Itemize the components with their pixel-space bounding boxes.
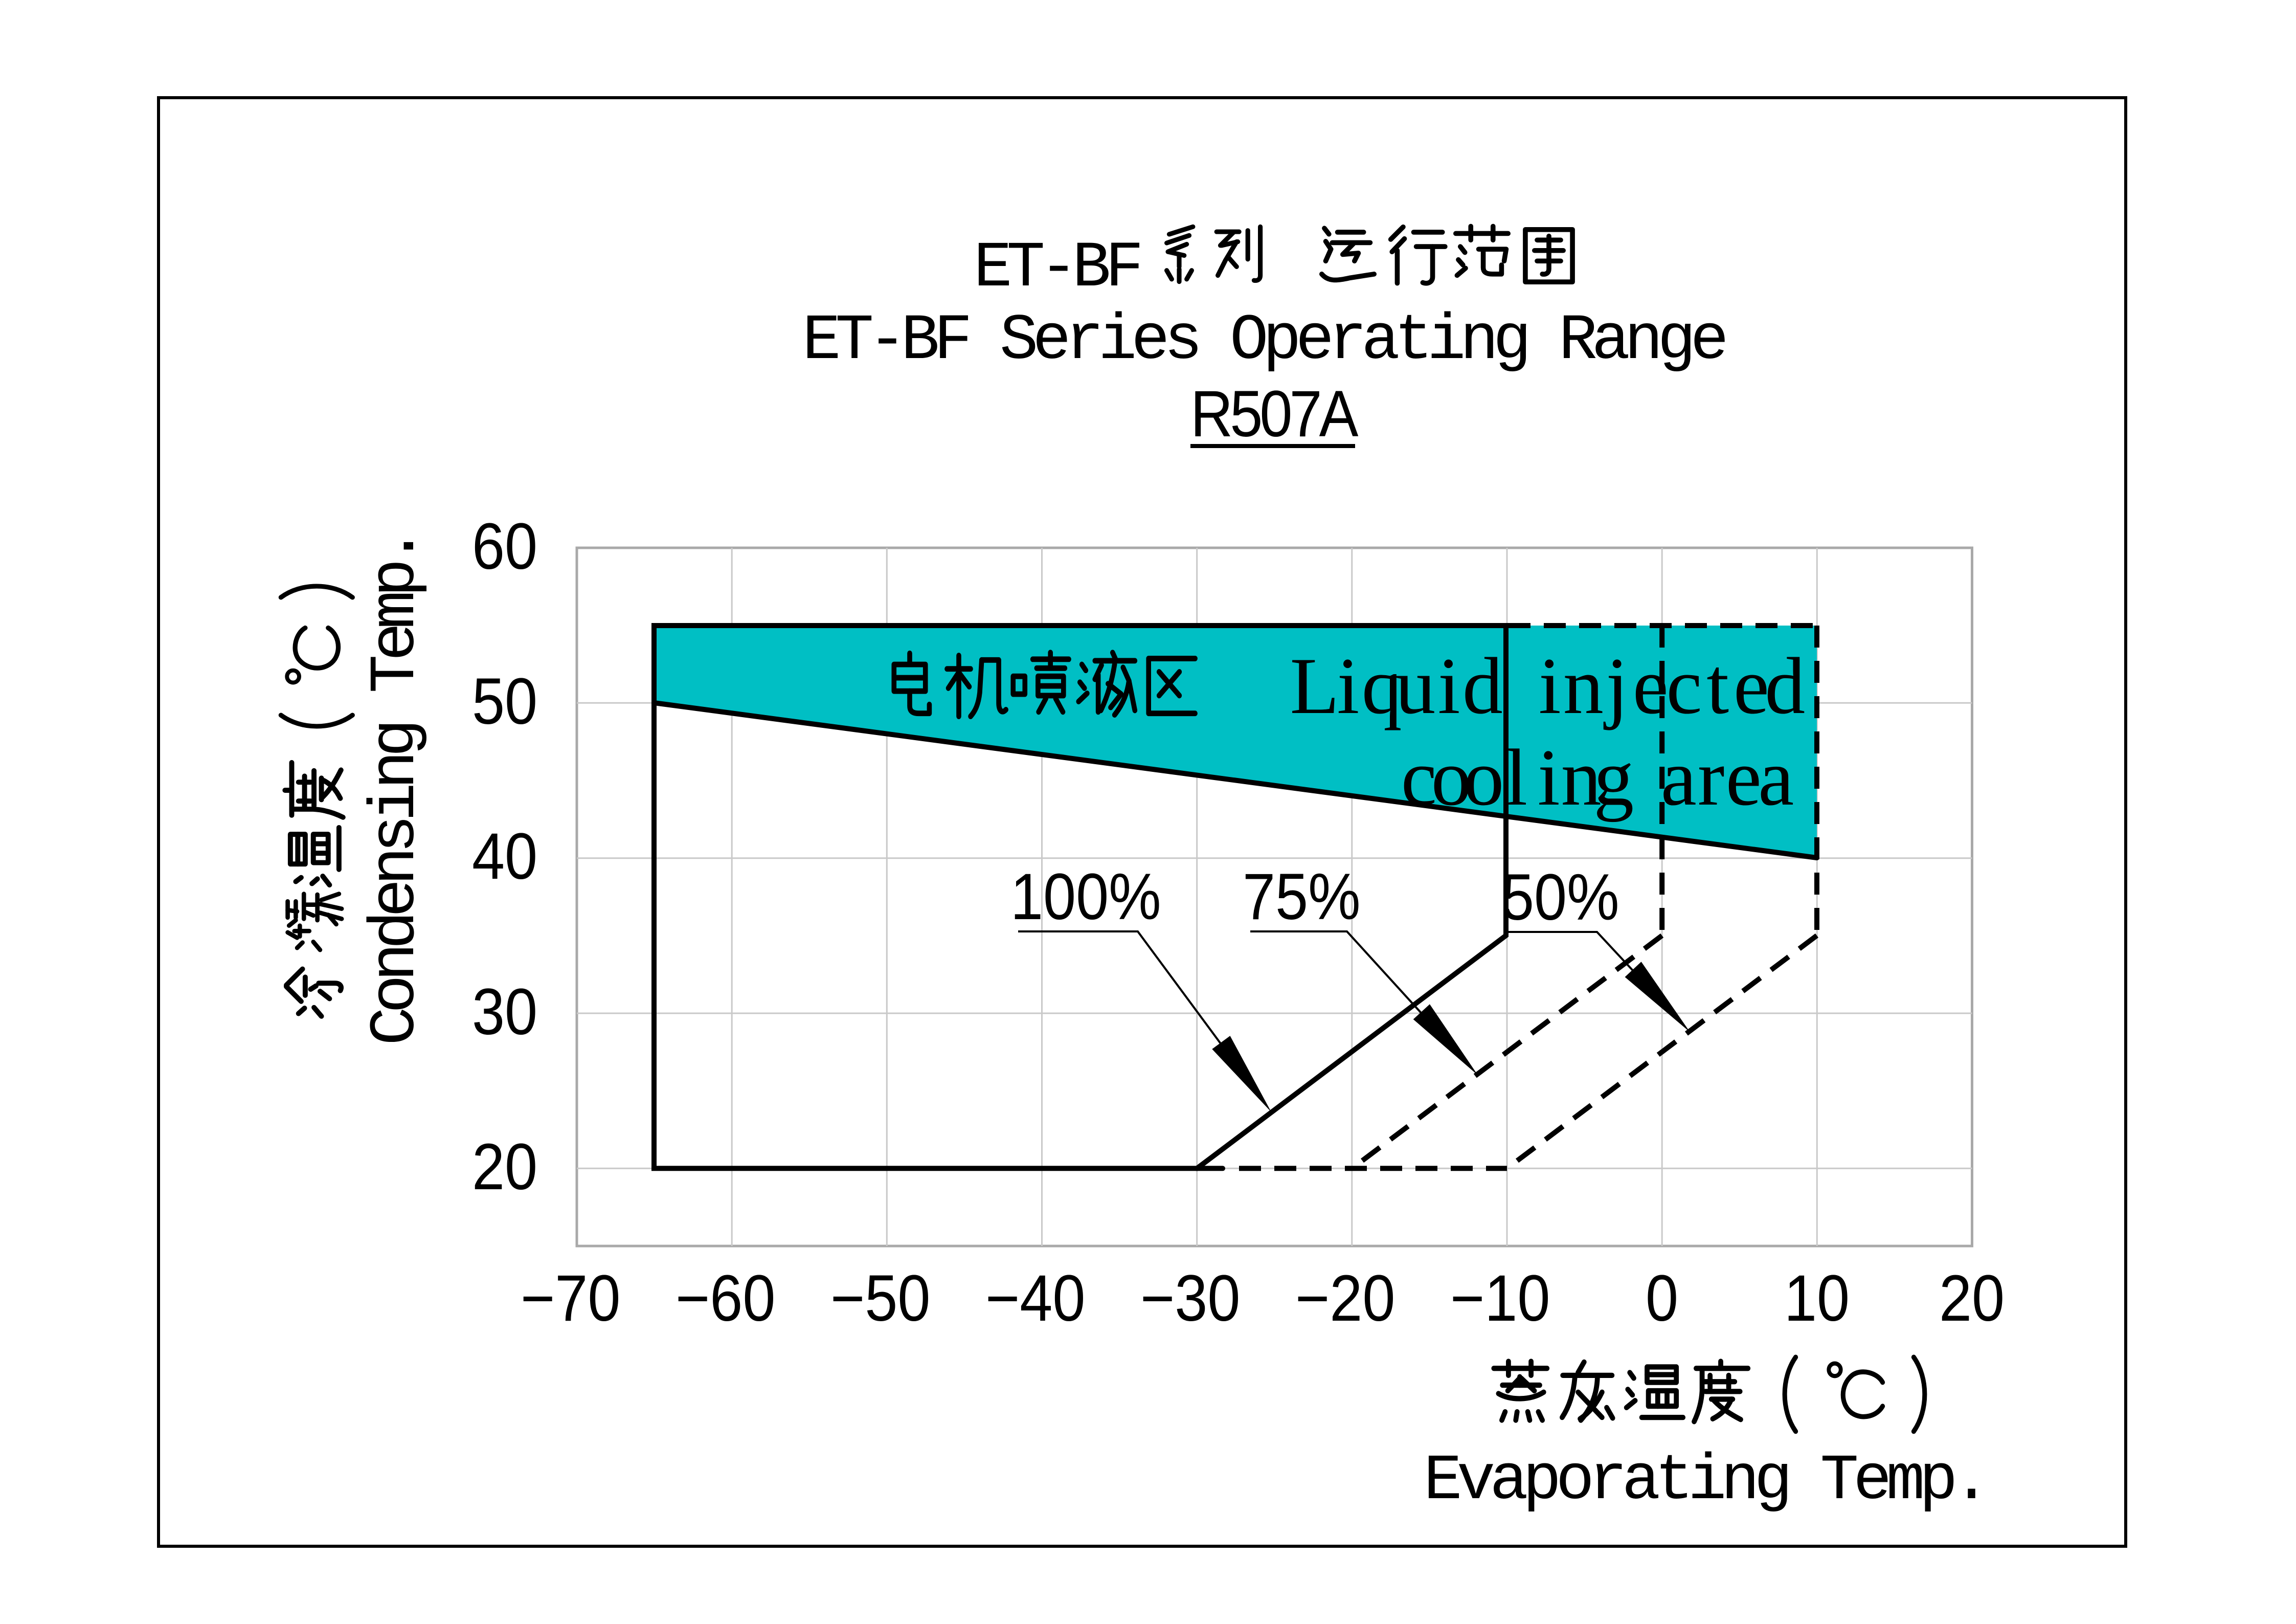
svg-text:−60: −60 [676,1261,775,1334]
svg-text:i: i [1438,641,1460,731]
svg-text:u: u [1395,641,1435,731]
svg-text:g: g [1593,733,1634,822]
svg-text:−10: −10 [1450,1261,1550,1334]
svg-text:−50: −50 [830,1261,930,1334]
svg-text:−30: −30 [1140,1261,1240,1334]
svg-text:d: d [1462,641,1503,731]
svg-text:R507A: R507A [1190,377,1358,450]
svg-text:Evaporating Temp.: Evaporating Temp. [1424,1444,1985,1518]
svg-text:n: n [1563,641,1604,731]
svg-text:d: d [1765,641,1805,731]
svg-text:i: i [1337,641,1360,731]
svg-text:e: e [1726,733,1762,822]
svg-text:0: 0 [1646,1261,1678,1334]
svg-text:l: l [1505,733,1527,822]
svg-text:−40: −40 [985,1261,1085,1334]
svg-text:a: a [1758,733,1794,822]
svg-text:n: n [1561,733,1602,822]
svg-text:c: c [1401,733,1437,822]
svg-text:r: r [1698,733,1725,822]
svg-text:o: o [1464,733,1504,822]
svg-text:30: 30 [472,975,537,1048]
svg-text:60: 60 [472,509,537,583]
svg-text:50%: 50% [1501,860,1619,933]
svg-text:q: q [1362,641,1402,731]
svg-text:50: 50 [472,664,537,738]
svg-text:75%: 75% [1243,860,1361,933]
svg-text:j: j [1603,641,1628,731]
svg-text:t: t [1706,641,1729,731]
svg-text:o: o [1431,733,1472,822]
svg-text:Condensing Temp.: Condensing Temp. [359,533,433,1045]
svg-text:e: e [1633,641,1669,731]
svg-text:20: 20 [472,1130,537,1203]
svg-text:100%: 100% [1010,860,1161,933]
svg-text:L: L [1290,641,1340,731]
svg-text:−20: −20 [1295,1261,1395,1334]
svg-text:a: a [1661,733,1697,822]
svg-text:c: c [1666,641,1702,731]
svg-text:ET-BF Series Operating Range: ET-BF Series Operating Range [802,304,1725,377]
svg-text:40: 40 [472,819,537,893]
svg-text:10: 10 [1784,1261,1850,1334]
svg-text:e: e [1734,641,1769,731]
svg-text:ET-BF: ET-BF [974,232,1139,305]
svg-text:i: i [1538,733,1560,822]
svg-text:i: i [1539,641,1561,731]
svg-text:20: 20 [1939,1261,2005,1334]
svg-text:−70: −70 [521,1261,620,1334]
